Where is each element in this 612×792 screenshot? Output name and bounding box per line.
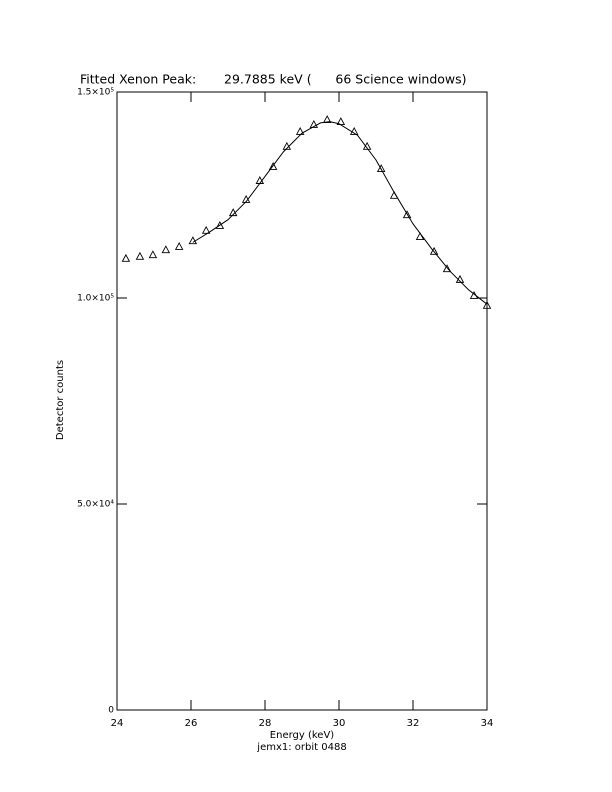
point bbox=[349, 127, 359, 135]
y-tick-label: 1.0×10⁵ bbox=[77, 294, 114, 304]
point bbox=[322, 115, 332, 123]
point bbox=[376, 164, 386, 172]
point bbox=[482, 300, 492, 309]
point bbox=[309, 120, 319, 128]
plot-frame bbox=[116, 91, 488, 711]
y-tick-label: 0 bbox=[108, 706, 114, 716]
point bbox=[121, 253, 131, 262]
x-tick-label: 30 bbox=[333, 718, 346, 729]
y-tick-label: 5.0×10⁴ bbox=[77, 500, 114, 510]
chart-title: Fitted Xenon Peak: 29.7885 keV ( 66 Scie… bbox=[80, 72, 467, 87]
x-tick-label: 24 bbox=[111, 718, 124, 729]
y-axis-label: Detector counts bbox=[55, 360, 66, 440]
point bbox=[442, 264, 452, 273]
point bbox=[429, 246, 439, 255]
point bbox=[215, 220, 225, 229]
fit-line bbox=[192, 121, 488, 305]
x-tick-label: 26 bbox=[185, 718, 198, 729]
point bbox=[188, 236, 198, 245]
point bbox=[148, 250, 158, 259]
point bbox=[161, 245, 171, 254]
y-tick-label: 1.5×10⁵ bbox=[77, 88, 114, 98]
x-tick-label: 32 bbox=[407, 718, 420, 729]
point bbox=[201, 225, 211, 234]
point bbox=[268, 162, 278, 170]
x-axis-label: Energy (keV) bbox=[270, 730, 335, 741]
point bbox=[402, 210, 412, 219]
x-tick-label: 28 bbox=[259, 718, 272, 729]
point bbox=[135, 251, 145, 260]
point bbox=[174, 241, 184, 250]
x-tick-label: 34 bbox=[481, 718, 494, 729]
subtitle: jemx1: orbit 0488 bbox=[256, 742, 346, 753]
